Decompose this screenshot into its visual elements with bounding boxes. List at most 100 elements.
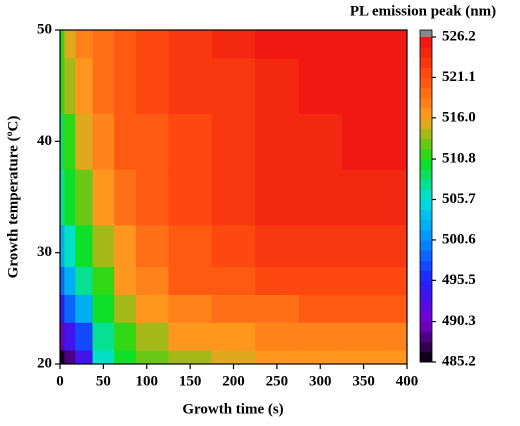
colorbar-tick-label: 521.1 <box>442 69 476 85</box>
x-tick-label: 100 <box>136 373 159 389</box>
contour-cell <box>92 30 115 59</box>
colorbar-band <box>420 341 432 353</box>
contour-cell <box>64 57 76 114</box>
x-tick-label: 300 <box>309 373 332 389</box>
contour-cell <box>168 322 213 351</box>
colorbar-band <box>420 128 432 140</box>
contour-cell <box>341 224 386 268</box>
colorbar-tick-label: 505.7 <box>442 191 476 207</box>
colorbar-title: PL emission peak (nm) <box>350 3 496 19</box>
colorbar-tick-label: 490.3 <box>442 313 476 329</box>
x-tick-label: 50 <box>96 373 111 389</box>
colorbar-band <box>420 240 432 251</box>
colorbar-band <box>420 108 432 119</box>
contour-cell <box>114 224 137 268</box>
contour-cell <box>298 224 343 268</box>
contour-cell <box>60 350 65 365</box>
contour-cell <box>92 57 115 114</box>
contour-cell <box>92 224 115 268</box>
contour-cell <box>255 350 300 365</box>
contour-cell <box>385 57 408 114</box>
contour-cell <box>92 266 115 295</box>
contour-cell <box>341 294 386 323</box>
contour-cell <box>211 113 256 170</box>
contour-cell <box>255 57 300 114</box>
colorbar-band <box>420 331 432 343</box>
contour-cell <box>385 30 408 59</box>
contour-cell <box>92 322 115 351</box>
colorbar-frame <box>419 29 433 363</box>
contour-cell <box>114 350 137 365</box>
contour-cell <box>60 57 65 114</box>
contour-cell <box>341 57 386 114</box>
colorbar-tick-label: 495.5 <box>442 272 476 288</box>
colorbar-tick-label: 516.0 <box>442 109 476 125</box>
contour-cell <box>385 113 408 170</box>
contour-cell <box>168 30 213 59</box>
contour-cell <box>64 322 76 351</box>
colorbar-band <box>420 179 432 190</box>
contour-cell <box>60 169 65 226</box>
colorbar-band <box>420 138 432 150</box>
contour-cell <box>75 350 94 365</box>
contour-cell <box>255 30 300 59</box>
contour-cell <box>60 30 65 59</box>
contour-cell <box>298 169 343 226</box>
x-tick-label: 350 <box>352 373 375 389</box>
colorbar-band <box>420 301 432 312</box>
contour-cell <box>64 350 76 365</box>
contour-cell <box>298 294 343 323</box>
contour-cell <box>211 57 256 114</box>
contour-cell <box>64 266 76 295</box>
contour-cell <box>385 350 408 365</box>
contour-cell <box>135 169 169 226</box>
contour-cell <box>255 169 300 226</box>
contour-cell <box>211 169 256 226</box>
colorbar-tick-label: 500.6 <box>442 231 476 247</box>
contour-cell <box>341 113 386 170</box>
colorbar-band <box>420 87 432 99</box>
colorbar-band <box>420 219 432 231</box>
contour-cell <box>114 266 137 295</box>
contour-cell <box>298 57 343 114</box>
y-tick-label: 50 <box>37 21 52 37</box>
contour-cell <box>64 294 76 323</box>
colorbar-band <box>420 270 432 282</box>
contour-cell <box>255 266 300 295</box>
contour-cell <box>92 169 115 226</box>
contour-cell <box>298 113 343 170</box>
contour-cell <box>298 30 343 59</box>
contour-cell <box>385 169 408 226</box>
contour-cell <box>385 224 408 268</box>
contour-cell <box>60 266 65 295</box>
contour-cell <box>75 57 94 114</box>
colorbar-tick-label: 510.8 <box>442 151 476 167</box>
contour-cell <box>298 322 343 351</box>
contour-cell <box>64 30 76 59</box>
contour-cell <box>255 113 300 170</box>
contour-cell <box>92 294 115 323</box>
contour-cell <box>114 113 137 170</box>
contour-cell <box>211 294 256 323</box>
plot-area <box>60 30 408 365</box>
colorbar-band <box>420 77 432 89</box>
y-axis-label: Growth temperature (ºC) <box>5 116 21 279</box>
colorbar-band <box>420 158 432 170</box>
contour-cell <box>135 266 169 295</box>
y-tick-label: 30 <box>37 244 52 260</box>
contour-cell <box>298 350 343 365</box>
y-tick-label: 40 <box>37 133 52 149</box>
colorbar-tick-label: 485.2 <box>442 353 476 369</box>
x-tick-label: 0 <box>56 373 64 389</box>
contour-cell <box>168 350 213 365</box>
colorbar-over <box>420 30 432 37</box>
contour-cell <box>341 322 386 351</box>
colorbar-band <box>420 290 432 302</box>
contour-cell <box>255 294 300 323</box>
contour-cell <box>168 113 213 170</box>
contour-cell <box>255 322 300 351</box>
colorbar-band <box>420 57 432 68</box>
contour-cell <box>114 169 137 226</box>
contour-cell <box>168 57 213 114</box>
colorbar-band <box>420 321 432 333</box>
